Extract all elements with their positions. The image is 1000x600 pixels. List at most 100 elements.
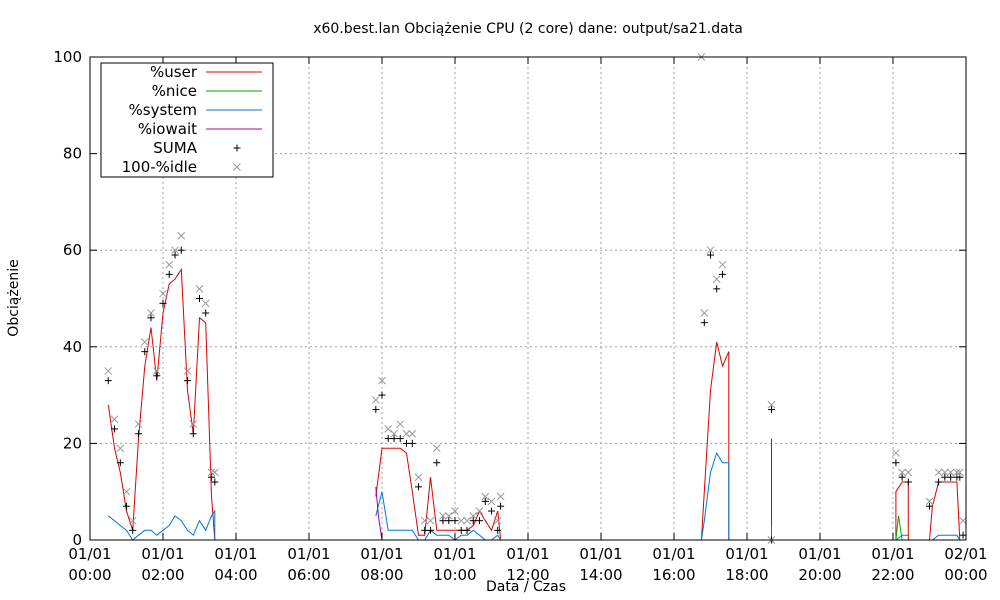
point-100-idle (147, 309, 155, 317)
y-tick-label: 60 (63, 241, 82, 259)
point-stroke (110, 415, 119, 424)
point-100-idle (481, 492, 490, 501)
point-100-idle (451, 507, 459, 515)
series-line-user (107, 267, 216, 541)
point-stroke (925, 497, 934, 506)
point-suma (494, 526, 502, 534)
point-100-idle (402, 429, 411, 438)
point-100-idle (898, 468, 906, 477)
series-line-system (375, 491, 502, 541)
point-suma (439, 517, 447, 525)
point-100-idle (700, 309, 709, 317)
x-tick-label-time: 16:00 (652, 566, 695, 584)
x-tick-label-time: 14:00 (579, 566, 622, 584)
chart-title: x60.best.lan Obciążenie CPU (2 core) dan… (313, 21, 743, 37)
point-stroke (159, 289, 167, 298)
point-suma (488, 507, 495, 515)
y-axis-label: Obciążenie (6, 259, 22, 336)
x-tick-label-time: 20:00 (798, 566, 841, 584)
point-suma (941, 473, 949, 481)
point-100-idle (432, 444, 441, 453)
point-suma (171, 251, 179, 259)
point-100-idle (953, 468, 961, 477)
point-stroke (207, 468, 216, 477)
x-tick-label-date: 01/01 (214, 545, 257, 563)
point-100-idle (183, 367, 192, 375)
series-line-user (895, 481, 909, 540)
point-suma (481, 497, 489, 505)
point-stroke (892, 449, 900, 457)
x-tick-label-time: 06:00 (287, 566, 330, 584)
x-tick-label-time: 10:00 (433, 566, 476, 584)
point-stroke (934, 468, 943, 477)
point-stroke (134, 420, 143, 428)
point-suma (926, 502, 933, 510)
point-100-idle (426, 516, 435, 525)
series-line-system (929, 534, 961, 541)
point-suma (415, 483, 422, 491)
point-100-idle (110, 415, 119, 424)
x-tick-label-time: 12:00 (506, 566, 549, 584)
point-suma (719, 270, 727, 278)
x-tick-label-date: 01/01 (652, 545, 695, 563)
point-stroke (183, 367, 192, 375)
point-stroke (396, 420, 405, 428)
point-stroke (128, 516, 137, 525)
point-stroke (946, 468, 955, 477)
series-line-user (375, 447, 502, 541)
point-suma (475, 517, 483, 525)
point-suma (183, 377, 191, 385)
point-100-idle (439, 511, 447, 520)
point-suma (390, 435, 398, 443)
point-stroke (233, 163, 241, 171)
point-suma (445, 517, 453, 525)
point-100-idle (444, 511, 453, 520)
point-stroke (706, 246, 715, 255)
point-suma (208, 473, 216, 481)
point-100-idle (104, 367, 113, 375)
y-tick-label: 40 (63, 338, 82, 356)
point-stroke (140, 338, 149, 346)
point-stroke (408, 429, 417, 438)
ticks: 0 20 40 60 80 100 01/01 00:00 01/01 02:00 01/01 04:… (53, 48, 987, 584)
point-100-idle (396, 420, 405, 428)
point-suma (110, 425, 118, 433)
x-tick-label-date: 01/01 (579, 545, 622, 563)
point-100-idle (152, 367, 161, 375)
point-100-idle (904, 468, 913, 477)
y-tick-label: 0 (72, 531, 82, 549)
point-suma (402, 439, 410, 447)
point-100-idle (371, 396, 380, 404)
point-stroke (463, 516, 471, 525)
point-100-idle (159, 289, 167, 298)
point-100-idle (925, 497, 934, 506)
y-tick-label: 100 (53, 48, 82, 66)
x-tick-label-date: 01/01 (287, 545, 330, 563)
legend-label-user: %user (150, 63, 198, 81)
x-tick-label-date: 01/01 (798, 545, 841, 563)
point-suma (116, 459, 124, 467)
series-line-system (895, 534, 909, 541)
point-suma (408, 439, 416, 447)
point-stroke (953, 468, 961, 477)
point-suma (396, 435, 404, 443)
point-stroke (414, 473, 423, 482)
y-tick-label: 20 (63, 434, 82, 452)
legend-label-100-idle: 100-%idle (122, 158, 197, 176)
point-100-idle (934, 468, 943, 477)
x-tick-label-time: 22:00 (871, 566, 914, 584)
point-suma (497, 502, 505, 510)
point-100-idle (210, 468, 219, 477)
point-stroke (439, 511, 447, 520)
legend-box (100, 62, 274, 178)
x-tick-label-time: 04:00 (214, 566, 257, 584)
point-stroke (496, 492, 505, 501)
point-stroke (210, 468, 219, 477)
point-stroke (378, 376, 386, 385)
x-tick-label-date: 01/01 (433, 545, 476, 563)
point-stroke (767, 400, 776, 409)
point-stroke (904, 468, 913, 477)
point-100-idle (189, 420, 198, 428)
point-stroke (147, 309, 155, 317)
